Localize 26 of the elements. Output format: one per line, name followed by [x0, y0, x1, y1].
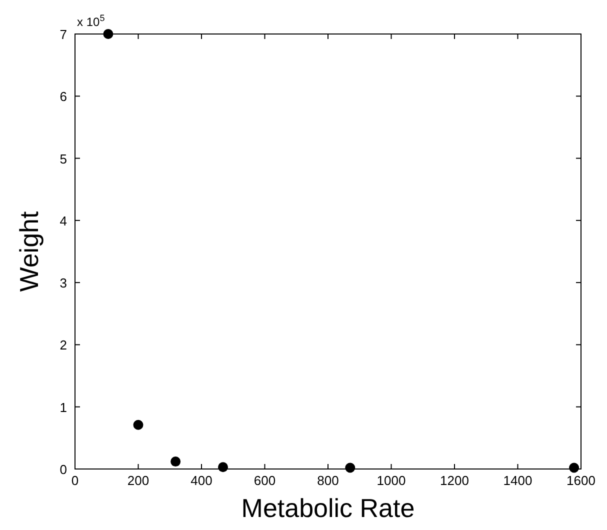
point	[133, 420, 144, 430]
x-tick-label: 0	[71, 473, 79, 488]
x-tick-label: 1000	[376, 473, 406, 488]
point	[345, 462, 356, 473]
y-tick-label: 2	[60, 338, 67, 353]
x-tick-label: 1400	[503, 473, 532, 488]
y-tick-label: 1	[60, 400, 67, 415]
y-tick-label: 5	[60, 151, 67, 166]
y-tick-label: 0	[60, 462, 67, 477]
point	[170, 456, 181, 467]
y-tick-label: 6	[60, 89, 67, 104]
y-tick-label: 3	[60, 276, 67, 291]
x-tick-label: 600	[254, 473, 276, 488]
y-axis-title: Weight	[14, 210, 44, 292]
x-tick-label: 200	[127, 473, 150, 488]
x-tick-label: 400	[190, 473, 212, 488]
point	[103, 29, 114, 39]
y-tick-label: 7	[60, 27, 67, 42]
y-tick-label: 4	[60, 213, 67, 228]
x-tick-label: 800	[317, 473, 339, 488]
x-axis-title: Metabolic Rate	[241, 493, 415, 523]
point	[218, 462, 228, 472]
x-tick-label: 1600	[566, 473, 596, 488]
text: x 10$^{5}$	[77, 13, 105, 29]
point	[569, 462, 580, 473]
x-tick-label: 1200	[440, 473, 469, 488]
